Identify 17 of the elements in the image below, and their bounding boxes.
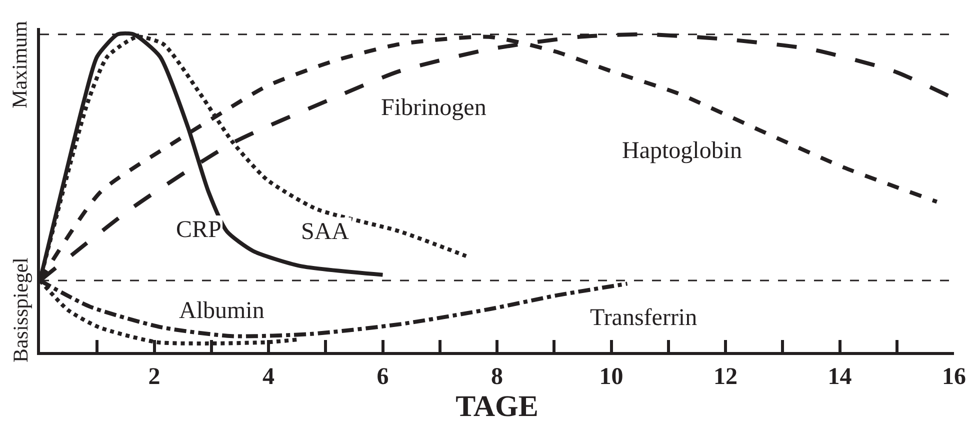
x-tick-label: 14 (828, 364, 852, 390)
annotation: Albumin (179, 298, 264, 324)
x-tick-label: 16 (942, 364, 966, 390)
annotation: Transferrin (590, 305, 698, 331)
x-tick-label: 4 (262, 364, 274, 390)
x-tick-label: 8 (491, 364, 503, 390)
x-axis-title: TAGE (456, 390, 538, 423)
x-tick-label: 6 (376, 364, 389, 390)
annotation: CRP (176, 217, 222, 243)
x-tick-label: 12 (714, 364, 738, 390)
x-tick-label: 10 (599, 364, 624, 390)
annotation: Fibrinogen (381, 95, 486, 121)
ref-line-label: Maximum (8, 20, 32, 108)
x-tick-label: 2 (148, 364, 160, 390)
ref-line-label: Basisspiegel (8, 257, 32, 363)
annotation: Haptoglobin (622, 138, 742, 164)
annotation: SAA (301, 219, 350, 245)
